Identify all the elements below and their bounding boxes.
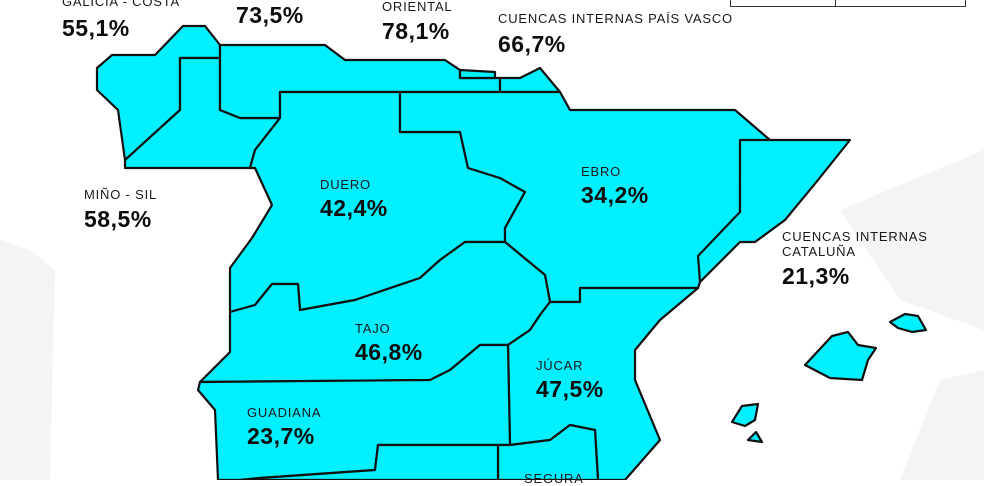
label-duero-name: DUERO [320, 177, 371, 192]
background-shape-left [0, 240, 55, 480]
label-ebro-name: EBRO [581, 164, 622, 179]
label-cataluna-value: 21,3% [782, 263, 850, 289]
label-jucar-name: JÚCAR [536, 358, 584, 373]
label-cataluna-name-2: CATALUÑA [782, 244, 856, 259]
label-duero-value: 42,4% [320, 195, 388, 221]
region-cantabrico-oriental[interactable] [458, 68, 497, 80]
label-mino-sil-name: MIÑO - SIL [84, 187, 158, 202]
region-cataluna[interactable] [696, 138, 852, 284]
label-cantabrico-occidental-value: 73,5% [236, 2, 304, 28]
label-guadiana-name: GUADIANA [247, 405, 322, 420]
region-pais-vasco[interactable] [498, 66, 562, 94]
label-guadiana-value: 23,7% [247, 423, 315, 449]
background-shape-bottom-right [900, 370, 984, 480]
label-galicia-costa-value: 55,1% [62, 15, 130, 41]
label-cantabrico-oriental-value: 78,1% [382, 18, 450, 44]
region-guadalquivir[interactable] [238, 443, 500, 480]
island-formentera[interactable] [746, 430, 764, 444]
label-cataluna-name-1: CUENCAS INTERNAS [782, 229, 928, 244]
label-cantabrico-oriental-name: ORIENTAL [382, 0, 453, 14]
island-menorca[interactable] [888, 312, 928, 334]
label-tajo-value: 46,8% [355, 339, 423, 365]
label-jucar-value: 47,5% [536, 376, 604, 402]
label-mino-sil-value: 58,5% [84, 206, 152, 232]
label-pais-vasco-value: 66,7% [498, 31, 566, 57]
label-segura-name: SEGURA [524, 471, 584, 486]
background-shape-right [840, 150, 984, 330]
label-tajo-name: TAJO [355, 321, 391, 336]
legend-box [730, 0, 966, 7]
island-ibiza[interactable] [730, 402, 760, 428]
island-mallorca[interactable] [803, 330, 878, 382]
label-galicia-costa-name: GALICIA - COSTA [62, 0, 180, 9]
region-jucar[interactable] [506, 286, 700, 480]
label-pais-vasco-name: CUENCAS INTERNAS PAÍS VASCO [498, 11, 733, 26]
label-ebro-value: 34,2% [581, 182, 649, 208]
